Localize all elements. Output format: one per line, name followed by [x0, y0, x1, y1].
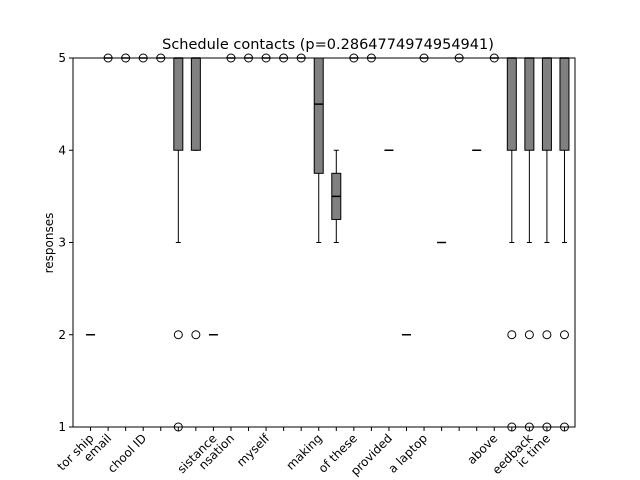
chart-title: Schedule contacts (p=0.2864774974954941): [162, 37, 494, 53]
y-axis-label: responses: [42, 213, 56, 274]
box: [541, 57, 552, 151]
y-tick-label: 3: [58, 236, 66, 250]
box: [313, 57, 324, 174]
box: [559, 57, 570, 151]
y-tick-label: 4: [58, 143, 66, 157]
flier: [559, 330, 569, 340]
flier: [507, 330, 517, 340]
box: [524, 57, 535, 151]
y-tick-label: 2: [58, 328, 66, 342]
y-tick-label: 1: [58, 420, 66, 434]
flier: [173, 330, 183, 340]
y-tick-label: 5: [58, 51, 66, 65]
plot-frame: [72, 57, 576, 428]
flier: [542, 330, 552, 340]
box: [173, 57, 184, 151]
flier: [524, 330, 534, 340]
flier: [191, 330, 201, 340]
box: [506, 57, 517, 151]
box: [190, 57, 201, 151]
